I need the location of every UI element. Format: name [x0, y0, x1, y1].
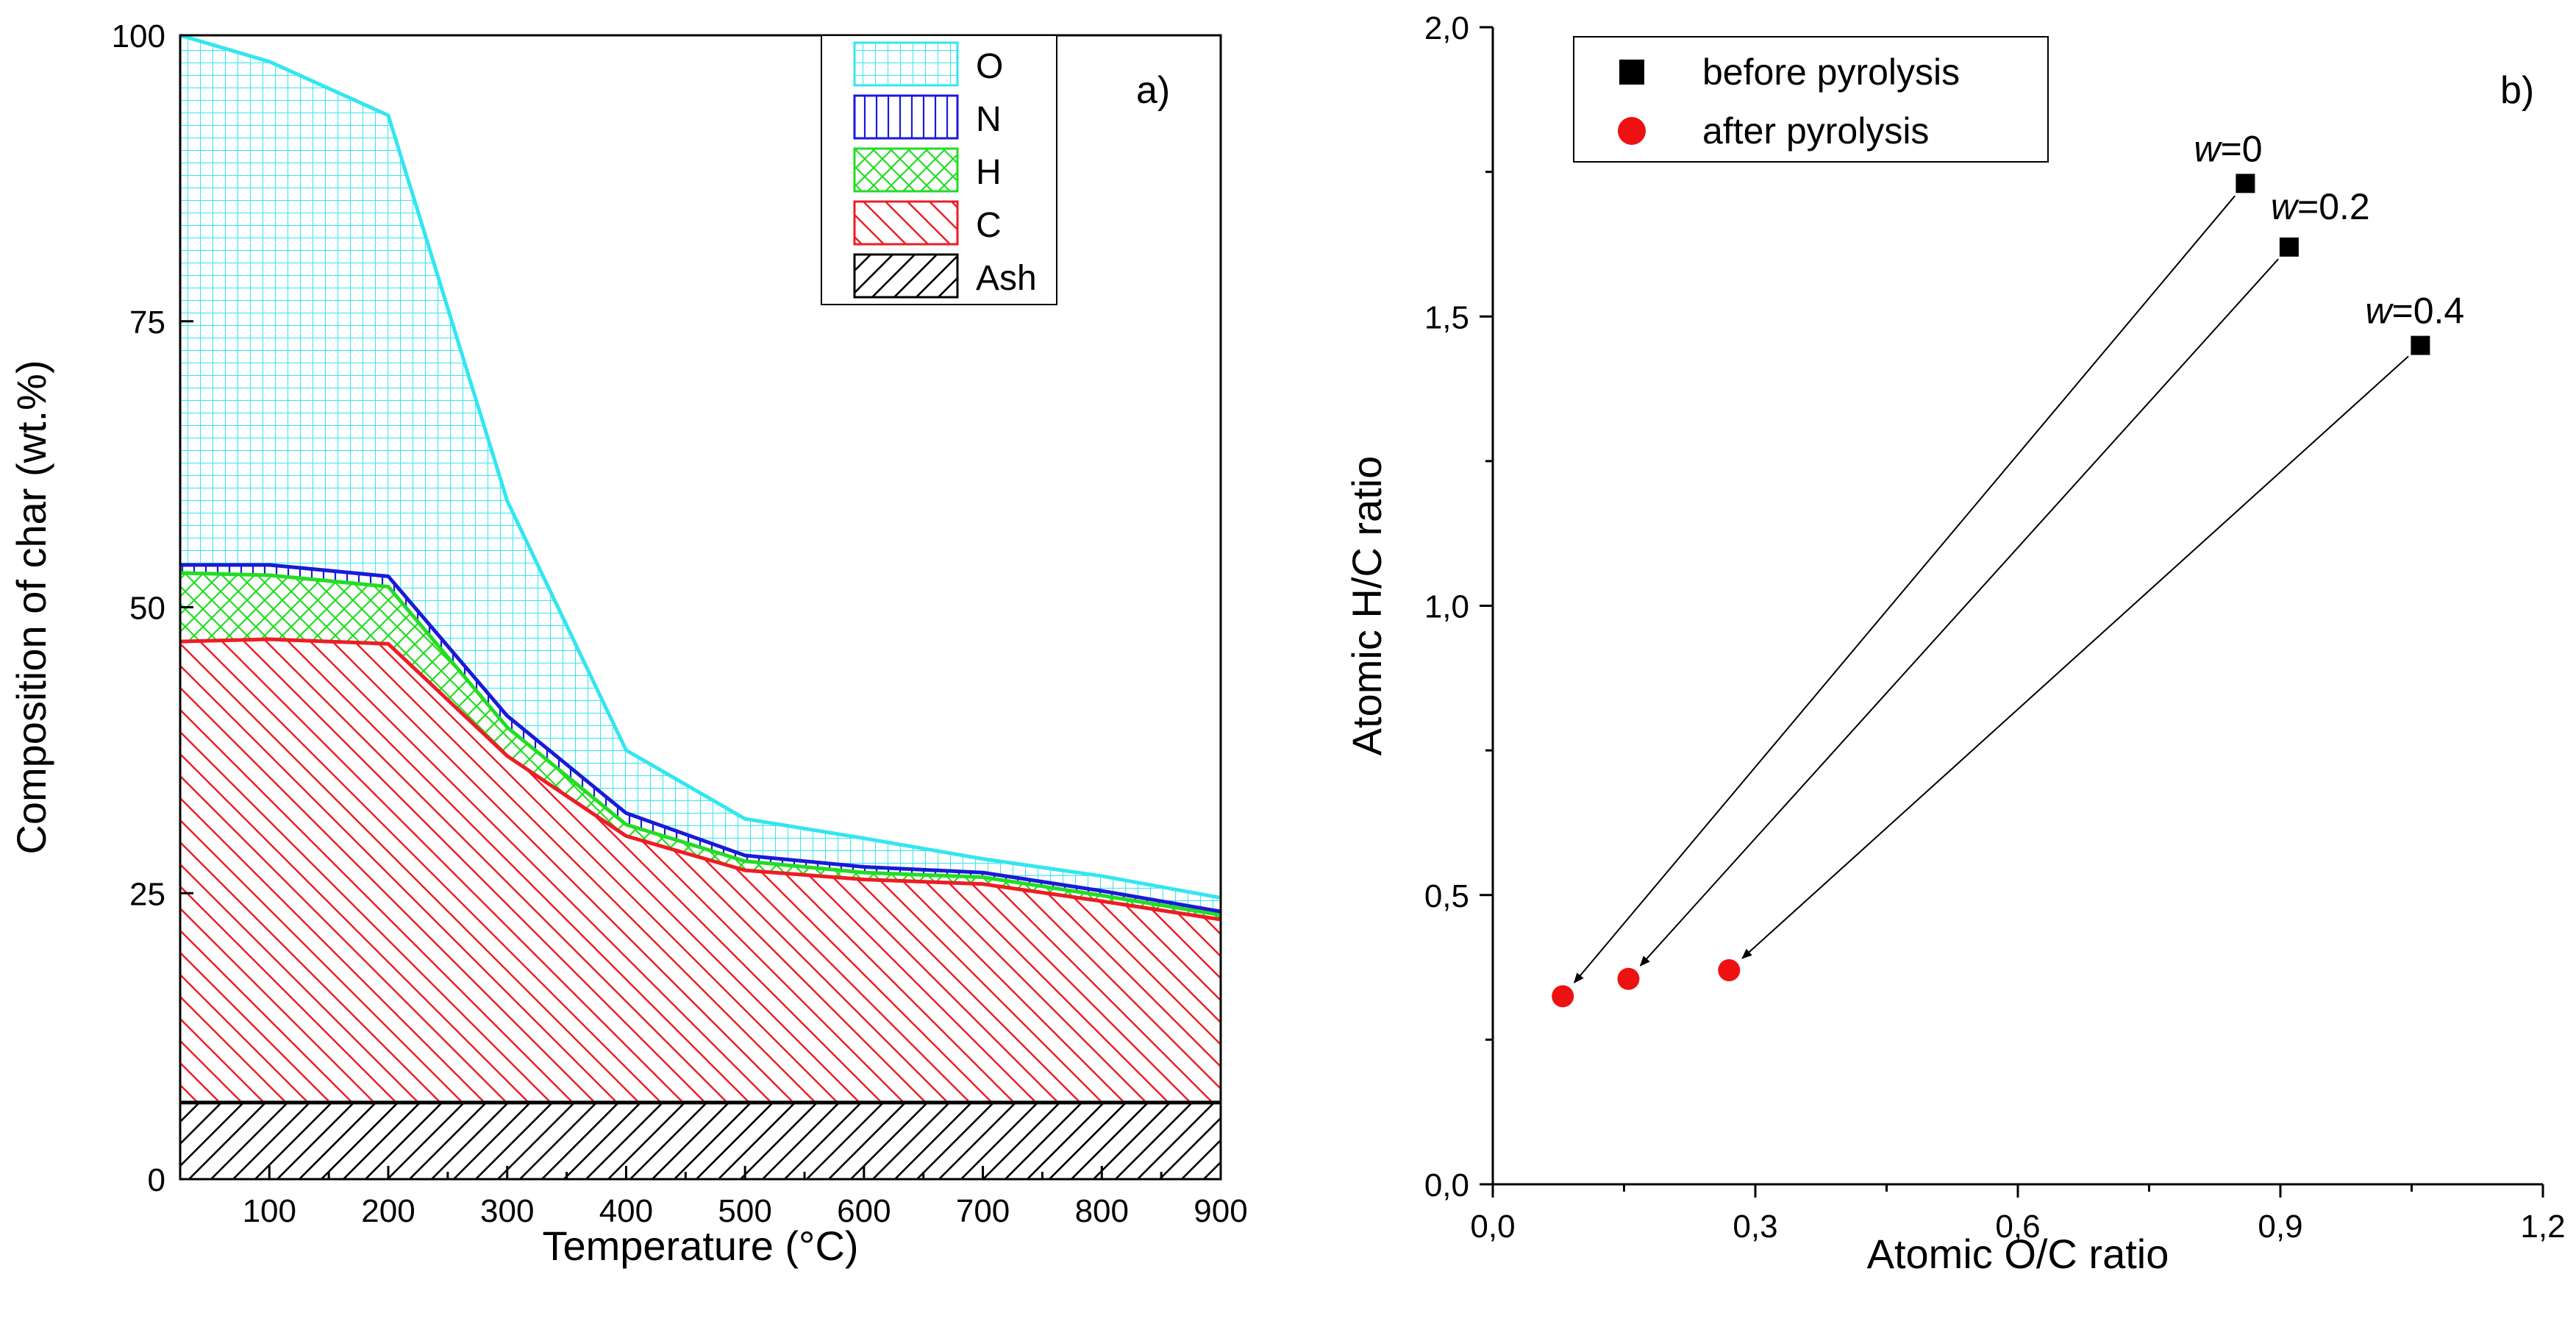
a-legend-label-h: H: [976, 153, 1002, 192]
b-legend-label-after-pyrolysis: after pyrolysis: [1702, 110, 1929, 152]
b-points: [1552, 174, 2430, 1008]
b-annotation-italic: w: [2194, 128, 2222, 169]
b-annotation: w=0.4: [2365, 291, 2464, 332]
b-x-tick-label: 0,0: [1470, 1209, 1515, 1245]
b-arrow: [1573, 195, 2236, 983]
a-line-c: [179, 637, 1221, 922]
a-x-tick-label: 400: [599, 1193, 653, 1229]
a-y-tick-label: 50: [129, 591, 165, 627]
a-legend-label-o: O: [976, 47, 1003, 86]
a-y-tick-label: 0: [148, 1162, 165, 1198]
a-legend-swatch-c: [853, 200, 959, 246]
a-y-tick-label: 75: [129, 305, 165, 341]
b-x-tick-label: 0,9: [2258, 1209, 2302, 1245]
b-legend-marker-circle: [1618, 117, 1646, 145]
a-y-tick-label: 100: [112, 18, 165, 54]
b-y-tick-label: 0,0: [1424, 1167, 1469, 1203]
a-x-tick-label: 800: [1075, 1193, 1129, 1229]
b-x-tick-label: 0,6: [1995, 1209, 2040, 1245]
b-y-tick-label: 1,0: [1424, 589, 1469, 625]
a-area-o: [180, 35, 1221, 912]
a-area-n: [180, 564, 1221, 915]
b-annotation-italic: w: [2271, 186, 2300, 227]
a-x-axis-label: Temperature (°C): [542, 1223, 858, 1269]
a-x-axis-ticks: 100 200 300 400 500 600 700 800 900: [243, 1166, 1248, 1229]
b-y-axis-label: Atomic H/C ratio: [1344, 456, 1390, 756]
b-arrows: [1573, 195, 2409, 983]
a-panel-label: a): [1136, 69, 1170, 112]
b-annotation: w=0.2: [2271, 186, 2370, 227]
a-x-tick-label: 500: [718, 1193, 771, 1229]
b-annotation-text: =0.2: [2297, 186, 2370, 227]
b-point-after-pyrolysis: [1718, 958, 1741, 981]
b-legend-marker-square: [1619, 60, 1644, 85]
b-y-tick-label: 0,5: [1424, 878, 1469, 914]
a-legend-label-ash: Ash: [976, 259, 1037, 298]
a-legend-label-c: C: [976, 206, 1002, 245]
a-x-tick-label: 200: [361, 1193, 415, 1229]
b-x-axis-ticks: 0,0 0,3 0,6 0,9 1,2: [1470, 1184, 2566, 1245]
a-legend-label-n: N: [976, 100, 1002, 139]
b-point-before-pyrolysis: [2236, 174, 2255, 193]
b-annotations: w=0w=0.2w=0.4: [2194, 128, 2464, 331]
a-area-h: [180, 572, 1221, 920]
b-x-axis-label: Atomic O/C ratio: [1867, 1231, 2169, 1277]
a-x-tick-label: 900: [1194, 1193, 1247, 1229]
a-x-tick-label: 100: [243, 1193, 296, 1229]
a-legend-swatch-h: [853, 147, 959, 193]
a-boundary-lines: [179, 33, 1221, 1105]
a-line-o: [179, 33, 1221, 900]
b-point-after-pyrolysis: [1617, 967, 1640, 990]
b-legend: before pyrolysis after pyrolysis: [1573, 36, 2049, 163]
b-axes: [1491, 27, 2543, 1186]
b-annotation-text: =0.4: [2392, 291, 2465, 332]
a-x-tick-label: 600: [837, 1193, 891, 1229]
b-annotation-text: =0: [2221, 128, 2263, 169]
b-panel-label: b): [2500, 69, 2534, 112]
b-point-before-pyrolysis: [2279, 237, 2299, 257]
a-y-tick-label: 25: [129, 876, 165, 912]
a-area-ash: [180, 1102, 1221, 1179]
a-y-axis-label: Composition of char (wt.%): [8, 360, 54, 854]
a-y-axis-ticks: 0 25 50 75 100: [112, 18, 193, 1198]
a-x-tick-label: 700: [956, 1193, 1010, 1229]
a-areas: [180, 35, 1221, 1179]
a-legend-swatch-n: [853, 94, 959, 140]
a-line-n: [180, 563, 1221, 914]
b-point-after-pyrolysis: [1552, 985, 1574, 1008]
b-y-axis-ticks: 0,0 0,5 1,0 1,5 2,0: [1424, 10, 1493, 1203]
a-line-h: [179, 571, 1221, 917]
a-x-tick-label: 300: [480, 1193, 534, 1229]
b-point-before-pyrolysis: [2411, 335, 2430, 355]
b-x-tick-label: 0,3: [1733, 1209, 1777, 1245]
b-arrow: [1639, 258, 2279, 967]
b-arrow: [1741, 355, 2409, 959]
chart-b: 0,0 0,3 0,6 0,9 1,2 0,00,51,01,52,0 w=0w=0.2…: [1344, 10, 2566, 1277]
b-y-tick-label: 1,5: [1424, 299, 1469, 335]
b-legend-label-before-pyrolysis: before pyrolysis: [1702, 51, 1960, 93]
a-area-c: [180, 639, 1221, 1103]
a-legend-swatch-o: [853, 41, 959, 87]
b-annotation: w=0: [2194, 128, 2262, 169]
b-x-tick-label: 1,2: [2520, 1209, 2565, 1245]
b-legend-box: [1573, 36, 2049, 163]
b-annotation-italic: w: [2365, 291, 2394, 332]
a-legend-swatch-ash: [853, 253, 959, 299]
chart-a: 100 200 300 400 500 600 700 800 900 0 25 50 75 100 T…: [8, 18, 1248, 1269]
b-y-tick-label: 2,0: [1424, 10, 1469, 46]
